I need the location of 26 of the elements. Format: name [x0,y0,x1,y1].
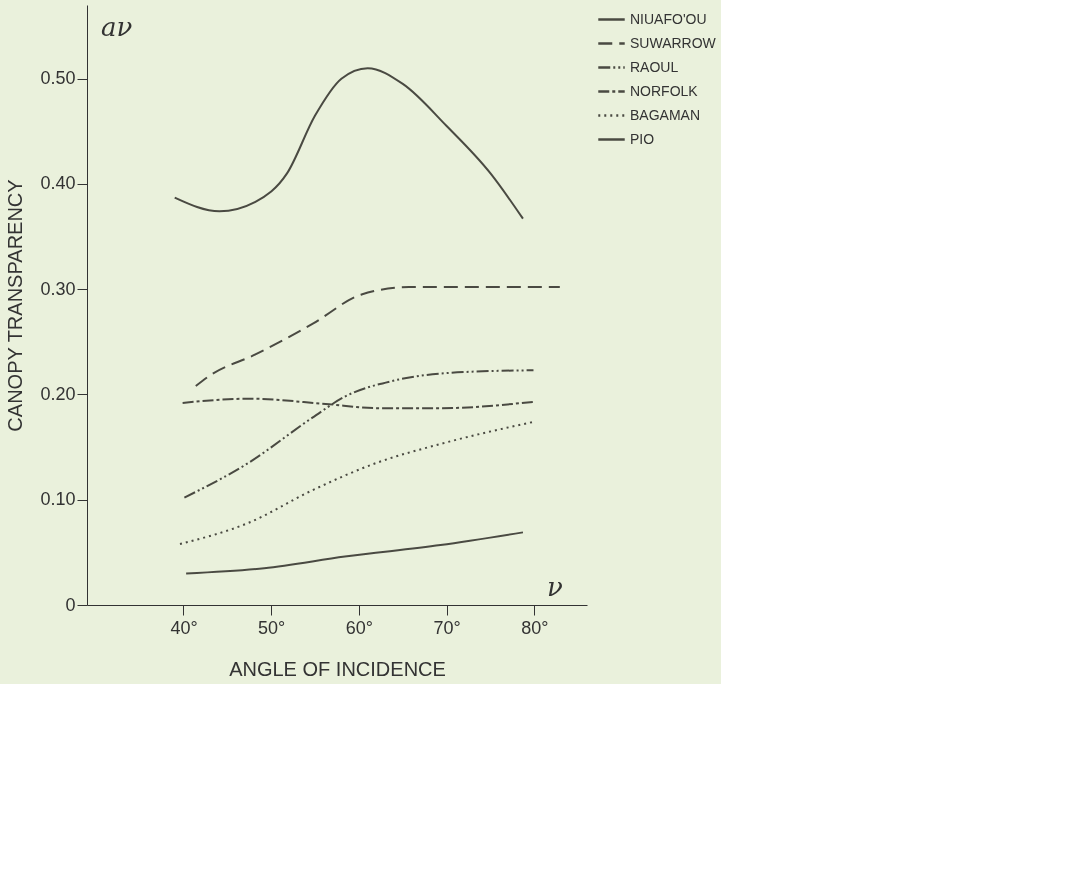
line-series [173,67,524,220]
x-tick-label: 40° [170,617,198,638]
annotation: ν [547,572,563,602]
y-tick-label: 0 [65,594,76,615]
legend-label: RAOUL [630,58,679,75]
y-tick-label: 0.10 [40,489,76,510]
line-series [178,420,535,545]
legend-label: SUWARROW [630,34,717,51]
legend-label: BAGAMAN [630,106,701,123]
legend-label: NIUAFO'OU [630,10,707,27]
y-axis-title: CANOPY TRANSPARENCY [4,179,27,432]
legend-label: PIO [630,130,655,147]
x-tick-label: 80° [521,617,549,638]
y-tick-label: 0.50 [40,68,76,89]
x-axis-title: ANGLE OF INCIDENCE [229,657,446,680]
x-tick-label: 60° [345,617,374,638]
x-tick-label: 50° [258,617,286,638]
line-series [183,369,535,499]
annotation: aν [101,12,133,42]
line-series [185,531,524,575]
x-tick-label: 70° [433,617,461,638]
y-tick-label: 0.20 [40,383,76,404]
line-series [194,286,561,388]
y-tick-label: 0.40 [40,173,76,194]
legend-label: NORFOLK [630,82,699,99]
y-tick-label: 0.30 [40,278,76,299]
